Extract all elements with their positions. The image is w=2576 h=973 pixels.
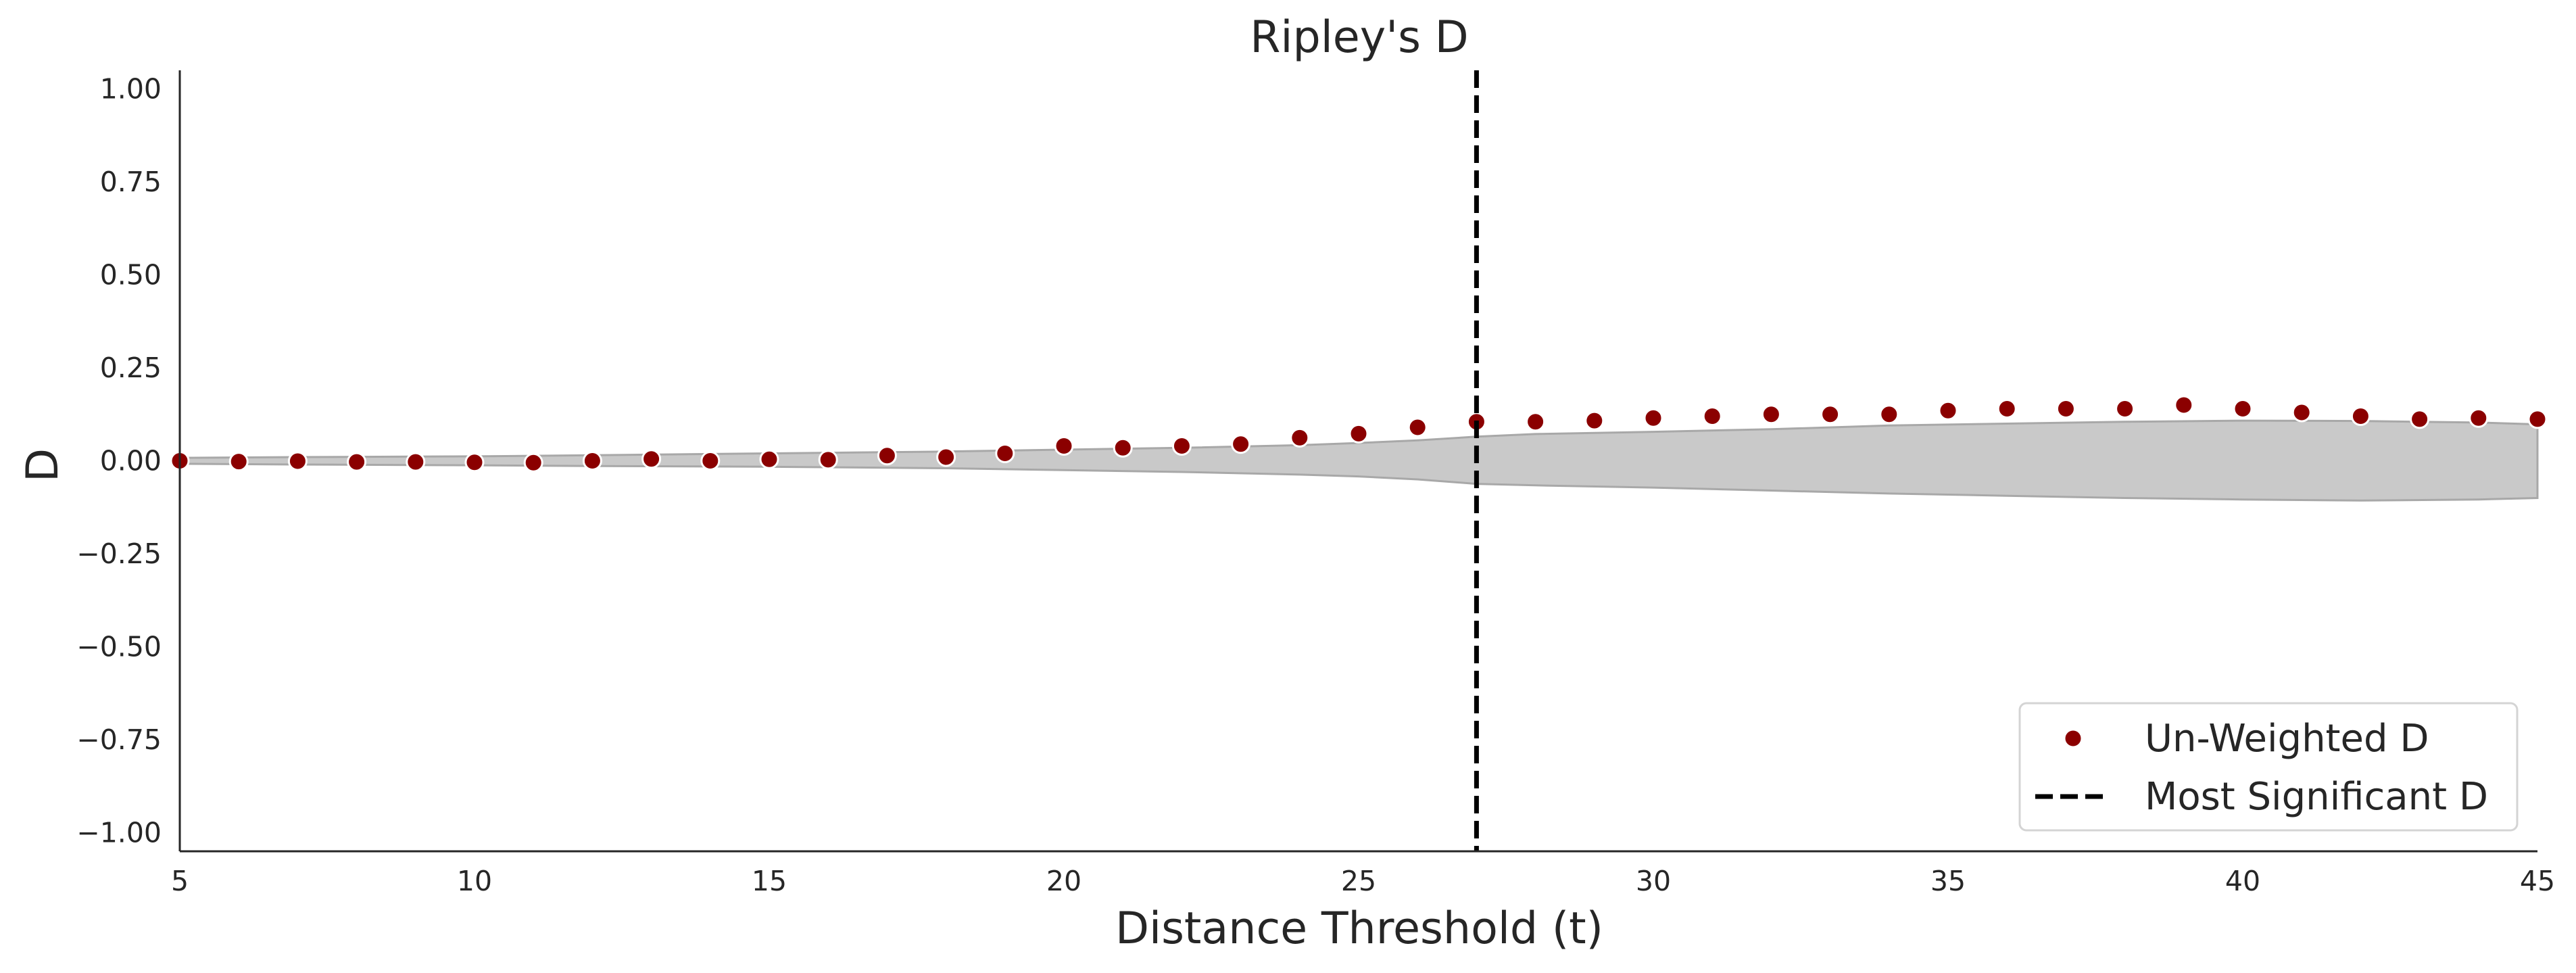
data-point xyxy=(228,452,249,472)
data-point xyxy=(1231,434,1251,454)
data-point xyxy=(1643,408,1663,428)
y-axis-title: D xyxy=(18,448,68,482)
data-point xyxy=(1054,436,1074,456)
x-tick-label: 25 xyxy=(1341,865,1376,897)
data-point xyxy=(1348,423,1369,444)
data-point xyxy=(759,449,779,469)
data-point xyxy=(2350,406,2371,426)
data-point xyxy=(523,452,543,473)
x-tick-label: 5 xyxy=(171,865,189,897)
legend-box xyxy=(2018,702,2519,832)
y-tick-label: 0.75 xyxy=(100,166,162,198)
plot-area xyxy=(170,70,2548,851)
data-point xyxy=(1584,410,1605,431)
x-tick-label: 35 xyxy=(1930,865,1966,897)
data-point xyxy=(700,451,721,471)
data-point xyxy=(877,446,897,466)
y-tick-label: 0.25 xyxy=(100,352,162,384)
legend-marker-un-weighted-d xyxy=(2063,728,2083,749)
data-point xyxy=(1761,404,1781,425)
data-point xyxy=(1938,400,1958,421)
x-tick-label: 15 xyxy=(752,865,787,897)
confidence-envelope xyxy=(178,419,2539,502)
data-point xyxy=(1290,427,1310,448)
y-tick-label: −0.75 xyxy=(76,723,162,756)
data-point xyxy=(464,452,485,473)
legend-label-most-significant-d: Most Significant D xyxy=(2145,775,2488,819)
x-axis-title: Distance Threshold (t) xyxy=(1115,903,1603,954)
x-tick-label: 20 xyxy=(1046,865,1082,897)
y-tick-label: −0.50 xyxy=(76,631,162,663)
data-point xyxy=(2291,402,2312,423)
scatter-points xyxy=(170,395,2548,473)
y-tick-label: 1.00 xyxy=(100,73,162,105)
y-axis-ticks: 1.00 0.75 0.50 0.25 0.00 −0.25 −0.50 −0.75 −1.00 xyxy=(76,73,162,849)
y-tick-label: 0.00 xyxy=(100,445,162,477)
data-point xyxy=(1113,437,1133,458)
data-point xyxy=(936,447,956,467)
data-point xyxy=(1702,406,1722,426)
x-axis-ticks: 5 10 15 20 25 30 35 40 45 xyxy=(171,865,2555,897)
legend: Un-Weighted D Most Significant D xyxy=(2018,702,2519,832)
data-point xyxy=(347,452,367,472)
y-tick-label: 0.50 xyxy=(100,259,162,291)
legend-label-un-weighted-d: Un-Weighted D xyxy=(2145,717,2429,761)
y-tick-label: −1.00 xyxy=(76,817,162,849)
data-point xyxy=(2056,399,2076,419)
data-point xyxy=(2469,408,2489,428)
data-point xyxy=(1820,404,1841,425)
data-point xyxy=(2115,399,2135,419)
data-point xyxy=(995,444,1015,463)
data-point xyxy=(2174,395,2194,415)
data-point xyxy=(406,452,426,472)
chart-title: Ripley's D xyxy=(1250,12,1468,63)
y-tick-label: −0.25 xyxy=(76,538,162,570)
x-tick-label: 45 xyxy=(2520,865,2555,897)
data-point xyxy=(2527,409,2548,429)
data-point xyxy=(287,451,308,471)
data-point xyxy=(1997,399,2017,419)
data-point xyxy=(818,450,838,470)
x-tick-label: 10 xyxy=(457,865,492,897)
data-point xyxy=(2233,399,2253,419)
x-tick-label: 30 xyxy=(1636,865,1671,897)
data-point xyxy=(2410,409,2430,429)
data-point xyxy=(1407,417,1428,437)
data-point xyxy=(1526,412,1546,432)
data-point xyxy=(1879,404,1899,425)
data-point xyxy=(582,451,602,471)
data-point xyxy=(1171,436,1192,456)
axes: 5 10 15 20 25 30 35 40 45 1.00 0.75 0.50 0.25 0.00 −0… xyxy=(76,70,2555,897)
x-tick-label: 40 xyxy=(2225,865,2260,897)
data-point xyxy=(641,449,662,469)
